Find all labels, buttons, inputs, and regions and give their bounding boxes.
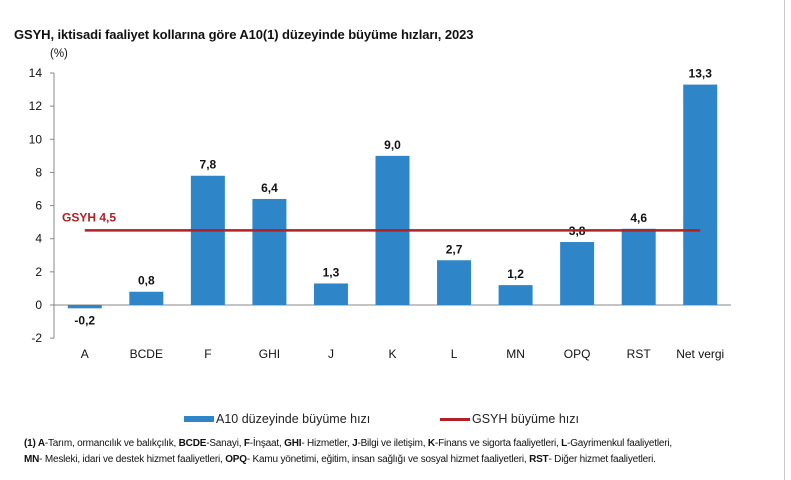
legend-item-line: GSYH büyüme hızı xyxy=(440,412,579,426)
bar-RST xyxy=(621,228,656,305)
footnote-code: F xyxy=(243,438,250,449)
x-tick-label: L xyxy=(451,347,458,361)
footnote-code: MN xyxy=(24,454,40,465)
y-tick-label: 6 xyxy=(35,199,42,213)
data-label: 4,6 xyxy=(630,211,647,225)
footnote-text: -İnşaat, xyxy=(249,438,285,449)
x-tick-label: A xyxy=(81,347,89,361)
footnote-text: -Finans ve sigorta faaliyetleri, xyxy=(434,438,562,449)
bar-OPQ xyxy=(560,242,595,305)
footnote-code: K xyxy=(427,438,435,449)
data-label: -0,2 xyxy=(74,313,95,327)
bar-L xyxy=(437,260,472,305)
footnote-code: BCDE xyxy=(178,438,207,449)
reference-line-label: GSYH 4,5 xyxy=(62,210,116,224)
y-tick-label: 0 xyxy=(35,298,42,312)
data-label: 1,3 xyxy=(323,265,340,279)
footnote-text: - Diğer hizmet faaliyetleri. xyxy=(548,454,656,465)
bar-BCDE xyxy=(129,291,164,305)
data-label: 9,0 xyxy=(384,138,401,152)
y-tick-label: 2 xyxy=(35,265,42,279)
x-tick-label: J xyxy=(328,347,334,361)
footnote-code: RST xyxy=(529,454,549,465)
legend-label: A10 düzeyinde büyüme hızı xyxy=(216,412,371,426)
y-tick-label: -2 xyxy=(31,331,42,345)
legend-label: GSYH büyüme hızı xyxy=(472,412,579,426)
footnote-text: - Kamu yönetimi, eğitim, insan sağlığı v… xyxy=(246,454,530,465)
x-tick-label: Net vergi xyxy=(676,347,724,361)
legend-swatch-bar xyxy=(184,416,214,422)
footnote-text: -Gayrimenkul faaliyetleri, xyxy=(567,438,672,449)
data-label: 6,4 xyxy=(261,181,278,195)
footnote-text: -Sanayi, xyxy=(206,438,244,449)
legend-item-bars: A10 düzeyinde büyüme hızı xyxy=(184,412,370,426)
y-tick-label: 12 xyxy=(29,99,43,113)
data-label: 13,3 xyxy=(689,67,713,81)
footnote-text: -Bilgi ve iletişim, xyxy=(357,438,428,449)
legend-swatch-line xyxy=(440,417,470,421)
footnote-text: - Mesleki, idari ve destek hizmet faaliy… xyxy=(39,454,226,465)
y-tick-label: 8 xyxy=(35,165,42,179)
data-label: 1,2 xyxy=(507,267,524,281)
bar-GHI xyxy=(252,198,287,305)
data-label: 0,8 xyxy=(138,274,155,288)
data-label: 2,7 xyxy=(446,242,463,256)
footnote-code: J xyxy=(352,438,358,449)
bar-MN xyxy=(498,285,533,305)
chart-title: GSYH, iktisadi faaliyet kollarına göre A… xyxy=(14,27,474,42)
footnote-code: L xyxy=(561,438,568,449)
y-tick-label: 4 xyxy=(35,232,42,246)
bar-F xyxy=(190,175,225,305)
y-tick-label: 10 xyxy=(29,132,43,146)
footnote: (1) A-Tarım, ormancılık ve balıkçılık, B… xyxy=(24,436,784,468)
footnote-code: GHI xyxy=(284,438,302,449)
x-tick-label: K xyxy=(388,347,396,361)
footnote-text: -Tarım, ormancılık ve balıkçılık, xyxy=(44,438,179,449)
footnote-text: - Hizmetler, xyxy=(301,438,353,449)
bar-A xyxy=(67,305,102,309)
x-tick-label: F xyxy=(204,347,211,361)
x-tick-label: BCDE xyxy=(130,347,163,361)
x-tick-label: MN xyxy=(506,347,525,361)
data-label: 7,8 xyxy=(200,158,217,172)
footnote-code: (1) A xyxy=(24,438,45,449)
bar-J xyxy=(313,283,348,305)
y-axis-unit: (%) xyxy=(50,48,68,60)
y-tick-label: 14 xyxy=(29,66,43,80)
bar-chart: -2 0 2 4 6 8 10 12 14 -0,2 A 0,8 BCDE 7,8 F 6,4 GHI 1,3 J 9… xyxy=(29,66,731,361)
frame-border xyxy=(784,0,785,480)
x-tick-label: OPQ xyxy=(564,347,591,361)
bar-Net vergi xyxy=(683,84,718,305)
x-tick-label: RST xyxy=(627,347,652,361)
x-tick-label: GHI xyxy=(259,347,280,361)
footnote-code: OPQ xyxy=(225,454,247,465)
